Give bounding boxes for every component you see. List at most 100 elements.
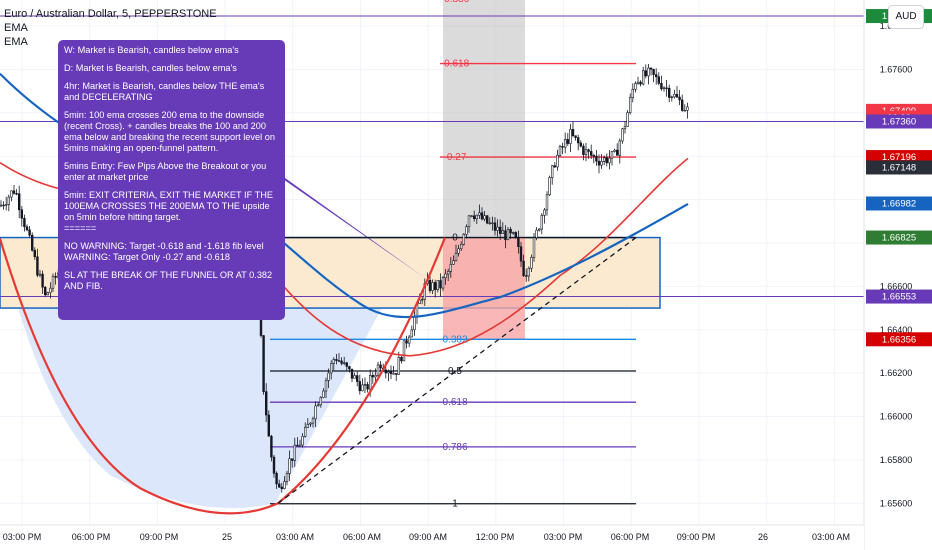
candle <box>678 96 681 101</box>
candle <box>36 256 39 276</box>
candle <box>639 81 642 85</box>
candle <box>566 139 570 144</box>
candle <box>410 329 413 338</box>
candle <box>270 435 273 458</box>
candle <box>402 340 406 362</box>
candle <box>358 381 361 392</box>
candle <box>641 70 645 85</box>
candle <box>626 112 629 127</box>
candle <box>610 151 614 159</box>
candle <box>667 87 671 98</box>
candle <box>15 193 18 195</box>
time-axis: 03:00 PM 06:00 PM 09:00 PM 25 03:00 AM 06:00 … <box>0 524 864 550</box>
candle <box>457 248 460 254</box>
price-axis-bg <box>864 0 932 550</box>
price-tick-label: 1.66200 <box>880 368 913 378</box>
price-tick-label: 1.65600 <box>880 498 913 508</box>
candle <box>303 427 307 437</box>
fib-label: -0.27 <box>444 152 467 163</box>
candle <box>524 275 528 277</box>
candle <box>436 280 439 290</box>
time-tick-label: 06:00 PM <box>611 532 650 542</box>
candle <box>527 267 531 277</box>
candle <box>649 67 653 70</box>
candle <box>514 232 518 238</box>
candle <box>498 226 502 234</box>
note-line: NO WARNING: Target -0.618 and -1.618 fib… <box>64 241 264 262</box>
candle <box>665 87 668 89</box>
candle <box>561 146 564 148</box>
candle <box>475 214 478 220</box>
price-axis: 1.678001.676001.666001.664001.662001.660… <box>863 0 932 550</box>
candle <box>23 217 26 228</box>
candle <box>376 364 380 376</box>
time-tick-label: 25 <box>222 532 232 542</box>
time-tick-label: 03:00 AM <box>276 532 314 542</box>
candle <box>285 473 289 482</box>
candle <box>509 229 512 234</box>
candle <box>54 275 57 278</box>
candle <box>17 193 21 211</box>
chart-header: Euro / Australian Dollar, 5, PEPPERSTONE… <box>4 7 217 49</box>
candle <box>683 110 687 112</box>
candle <box>615 149 619 156</box>
currency-button[interactable]: AUD <box>888 5 924 29</box>
candle <box>647 67 650 77</box>
candle <box>548 177 551 196</box>
candle <box>433 282 437 290</box>
candle <box>634 83 637 90</box>
candle <box>2 204 5 207</box>
time-axis-bg <box>0 525 864 550</box>
candle <box>589 151 593 156</box>
candle <box>353 375 356 379</box>
candle <box>335 359 338 361</box>
indicator-ema-2[interactable]: EMA <box>4 36 28 48</box>
candle <box>311 418 315 424</box>
candle <box>493 222 497 231</box>
price-tick-label: 1.66600 <box>880 281 913 291</box>
candle <box>389 371 393 374</box>
candle <box>301 436 304 446</box>
candle <box>361 384 364 392</box>
candle <box>654 74 658 78</box>
indicator-ema-1[interactable]: EMA <box>4 22 28 34</box>
candle <box>553 165 557 168</box>
candle <box>608 157 611 164</box>
candle <box>556 155 559 168</box>
candle <box>5 204 8 206</box>
fib-label: 0 <box>452 233 458 244</box>
candle <box>540 215 544 230</box>
candle <box>501 230 504 234</box>
stop-zone <box>443 237 525 340</box>
candle <box>621 128 624 142</box>
price-tick-label: 1.65800 <box>880 455 913 465</box>
candle <box>392 373 395 375</box>
price-tag <box>866 114 932 129</box>
price-tag <box>866 196 932 211</box>
candle <box>296 444 299 447</box>
candle <box>38 273 42 276</box>
time-tick-label: 03:00 AM <box>812 532 850 542</box>
candle <box>413 315 416 331</box>
price-tag <box>866 289 932 304</box>
fib-label: 0.382 <box>442 334 467 345</box>
candle <box>511 232 515 234</box>
candle <box>504 230 507 241</box>
candle <box>680 99 684 111</box>
candle <box>558 146 562 156</box>
candle <box>431 282 434 291</box>
candle <box>657 76 661 84</box>
candle <box>293 444 296 461</box>
note-line: W: Market is Bearish, candles below ema'… <box>64 45 239 55</box>
time-tick-label: 09:00 AM <box>409 532 447 542</box>
candle <box>25 226 29 231</box>
candle <box>488 222 491 225</box>
trade-note[interactable]: W: Market is Bearish, candles below ema'… <box>58 40 285 320</box>
note-line: SL AT THE BREAK OF THE FUNNEL OR AT 0.38… <box>64 270 273 291</box>
time-tick-label: 03:00 PM <box>3 532 42 542</box>
candle <box>272 456 276 474</box>
candle <box>592 155 596 157</box>
candle <box>582 145 585 155</box>
candle <box>602 157 606 162</box>
symbol-title[interactable]: Euro / Australian Dollar, 5, PEPPERSTONE <box>4 8 217 20</box>
